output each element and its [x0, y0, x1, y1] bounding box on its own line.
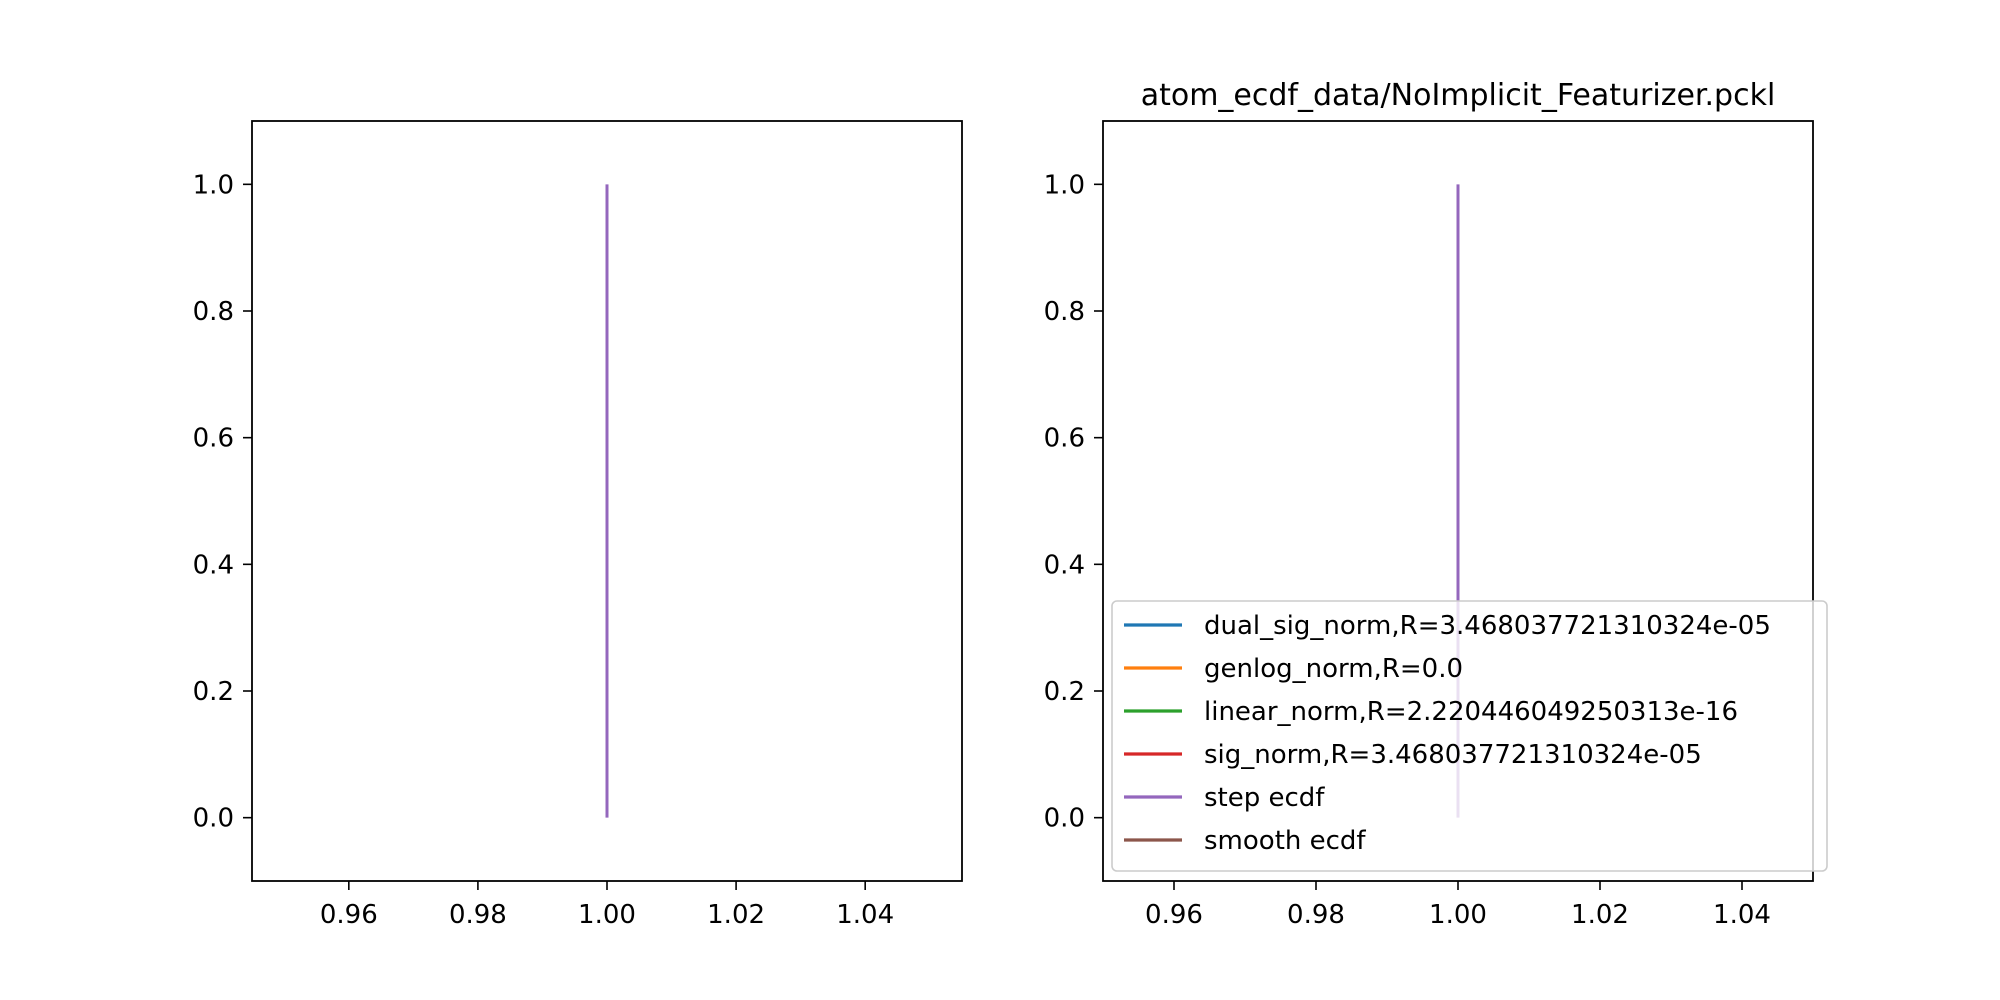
legend: dual_sig_norm,R=3.468037721310324e-05gen…	[1111, 600, 1828, 872]
x-tick-label: 1.04	[1713, 900, 1771, 930]
x-tick-label: 0.96	[1145, 900, 1203, 930]
y-tick-label: 0.6	[193, 424, 234, 454]
legend-box	[1111, 600, 1828, 872]
x-tick-label: 0.96	[320, 900, 378, 930]
x-tick-label: 0.98	[1287, 900, 1345, 930]
legend-label: step ecdf	[1204, 783, 1325, 813]
y-tick-label: 0.4	[1044, 550, 1085, 580]
legend-label: genlog_norm,R=0.0	[1204, 654, 1463, 684]
legend-label: smooth ecdf	[1204, 826, 1366, 856]
y-tick-label: 0.0	[1044, 804, 1085, 834]
x-tick-label: 1.02	[707, 900, 765, 930]
x-tick-label: 0.98	[449, 900, 507, 930]
x-tick-label: 1.00	[1429, 900, 1487, 930]
y-tick-label: 0.2	[193, 677, 234, 707]
legend-label: linear_norm,R=2.220446049250313e-16	[1204, 697, 1738, 727]
y-tick-label: 0.4	[193, 550, 234, 580]
legend-label: dual_sig_norm,R=3.468037721310324e-05	[1204, 611, 1771, 641]
y-tick-label: 1.0	[193, 170, 234, 200]
subplot-1: 0.96 0.98 1.00 1.02 1.04 0.0 0.2 0.4 0.6 0.8 1.0	[193, 120, 963, 930]
subplot-2: atom_ecdf_data/NoImplicit_Featurizer.pck…	[1044, 78, 1828, 930]
x-tick-label: 1.00	[578, 900, 636, 930]
x-tick-label: 1.04	[836, 900, 894, 930]
y-tick-label: 0.8	[1044, 297, 1085, 327]
axes-frame	[1102, 120, 1814, 882]
y-tick-label: 1.0	[1044, 170, 1085, 200]
axes-frame	[251, 120, 963, 882]
chart-title: atom_ecdf_data/NoImplicit_Featurizer.pck…	[1141, 78, 1776, 113]
legend-label: sig_norm,R=3.468037721310324e-05	[1204, 740, 1702, 770]
y-tick-label: 0.8	[193, 297, 234, 327]
y-tick-label: 0.0	[193, 804, 234, 834]
y-tick-label: 0.2	[1044, 677, 1085, 707]
y-tick-label: 0.6	[1044, 424, 1085, 454]
x-tick-label: 1.02	[1571, 900, 1629, 930]
